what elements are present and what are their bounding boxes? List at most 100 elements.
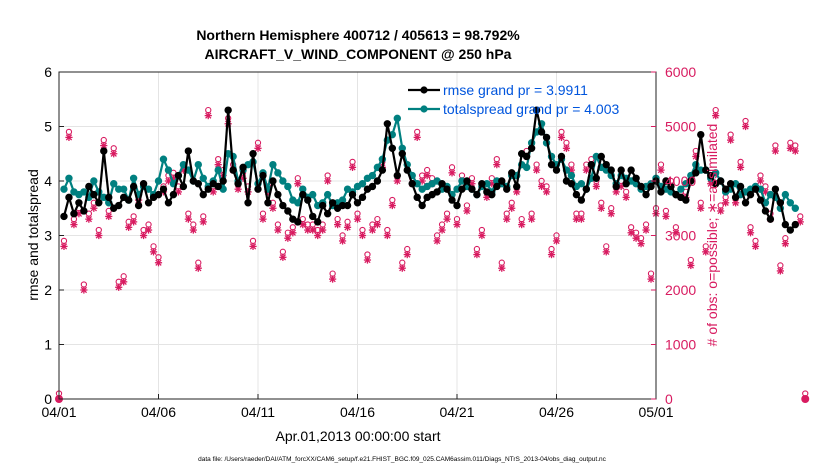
rmse-point: [274, 190, 282, 199]
rmse-point: [587, 160, 596, 169]
spread-point: [577, 180, 586, 188]
legend-label: rmse grand pr = 3.9911: [443, 82, 588, 98]
rmse-point: [443, 185, 451, 193]
obs-point: [314, 226, 322, 240]
obs-point: [304, 221, 312, 234]
obs-point: [547, 245, 556, 259]
left-y-tick-label: 1: [44, 337, 52, 353]
rmse-point: [682, 196, 690, 204]
rmse-point: [448, 196, 456, 204]
obs-point: [736, 158, 745, 171]
obs-point: [751, 237, 760, 250]
right-y-tick-label: 6000: [665, 64, 696, 80]
right-y-axis-label: # of obs: o=possible; ∗=assimilated: [704, 124, 720, 347]
obs-point: [478, 226, 486, 240]
rmse-point: [697, 130, 705, 139]
obs-point: [657, 161, 665, 174]
spread-point: [309, 190, 317, 199]
obs-point: [776, 262, 784, 275]
rmse-point: [403, 166, 411, 174]
rmse-point: [592, 174, 600, 182]
spread-point: [269, 160, 277, 169]
obs-point: [697, 199, 705, 212]
legend-entry: totalspread grand pr = 4.003: [408, 101, 620, 117]
rmse-point: [413, 193, 421, 202]
rmse-point: [264, 199, 272, 207]
obs-point: [329, 270, 337, 283]
x-axis: 04/01 04/06 04/11 04/16 04/21 04/26 05/01: [41, 394, 674, 420]
obs-point: [607, 205, 615, 218]
obs-point: [687, 256, 695, 270]
obs-point: [334, 215, 342, 229]
rmse-point: [164, 199, 173, 207]
rmse-point: [373, 177, 382, 185]
rmse-point: [577, 196, 586, 204]
obs-point: [582, 161, 590, 174]
rmse-point: [348, 190, 357, 199]
spread-point: [284, 182, 292, 191]
rmse-point: [453, 201, 461, 210]
rmse-point: [756, 196, 765, 204]
obs-point: [473, 245, 481, 259]
spread-point: [60, 185, 68, 193]
obs-point: [642, 221, 650, 234]
spread-point: [274, 169, 282, 177]
obs-point: [453, 215, 461, 229]
rmse-point: [234, 180, 242, 188]
obs-point: [746, 224, 755, 237]
legend-label: totalspread grand pr = 4.003: [443, 101, 620, 117]
legend-entry: rmse grand pr = 3.9911: [408, 82, 588, 98]
rmse-point: [582, 185, 591, 193]
obs-point: [274, 221, 282, 234]
spread-point: [65, 174, 73, 182]
right-y-axis: 0 1000 2000 3000 4000 5000 6000: [651, 64, 696, 407]
legend-marker: [420, 86, 428, 94]
rmse-point: [368, 182, 377, 191]
rmse-point: [254, 185, 262, 193]
rmse-point: [309, 212, 317, 221]
x-tick-label: 04/26: [539, 404, 574, 420]
obs-point: [110, 145, 118, 158]
obs-point: [154, 254, 163, 267]
rmse-point: [154, 190, 163, 199]
obs-point: [130, 213, 138, 226]
rmse-point: [667, 182, 675, 191]
obs-point: [383, 226, 391, 240]
spread-point: [522, 163, 531, 172]
obs-point: [662, 207, 670, 221]
rmse-point: [129, 182, 138, 191]
spread-point: [791, 204, 799, 212]
obs-point: [403, 245, 411, 259]
obs-point: [597, 199, 605, 212]
obs-point: [189, 221, 197, 234]
spread-point: [90, 177, 98, 185]
rmse-point: [557, 152, 566, 161]
rmse-point: [214, 182, 222, 191]
obs-point: [95, 226, 103, 240]
rmse-point: [716, 177, 725, 185]
obs-point: [373, 215, 381, 229]
obs-point: [204, 106, 212, 120]
rmse-point: [299, 190, 307, 199]
obs-point: [358, 226, 367, 240]
obs-point: [622, 188, 630, 201]
obs-point: [214, 155, 222, 169]
rmse-point: [552, 166, 561, 174]
left-y-tick-label: 3: [44, 228, 52, 244]
obs-point: [199, 213, 207, 226]
obs-point: [801, 390, 810, 403]
obs-point: [602, 243, 610, 256]
spread-point: [677, 185, 685, 193]
rmse-point: [90, 190, 98, 199]
obs-point: [722, 194, 730, 207]
x-tick-label: 04/01: [41, 404, 76, 420]
right-y-tick-label: 4000: [665, 173, 696, 189]
obs-point: [70, 215, 78, 229]
obs-point: [100, 136, 108, 150]
x-tick-label: 04/21: [439, 404, 474, 420]
spread-point: [358, 180, 367, 188]
rmse-point: [736, 182, 745, 191]
obs-point: [249, 237, 257, 250]
rmse-point: [328, 199, 337, 207]
